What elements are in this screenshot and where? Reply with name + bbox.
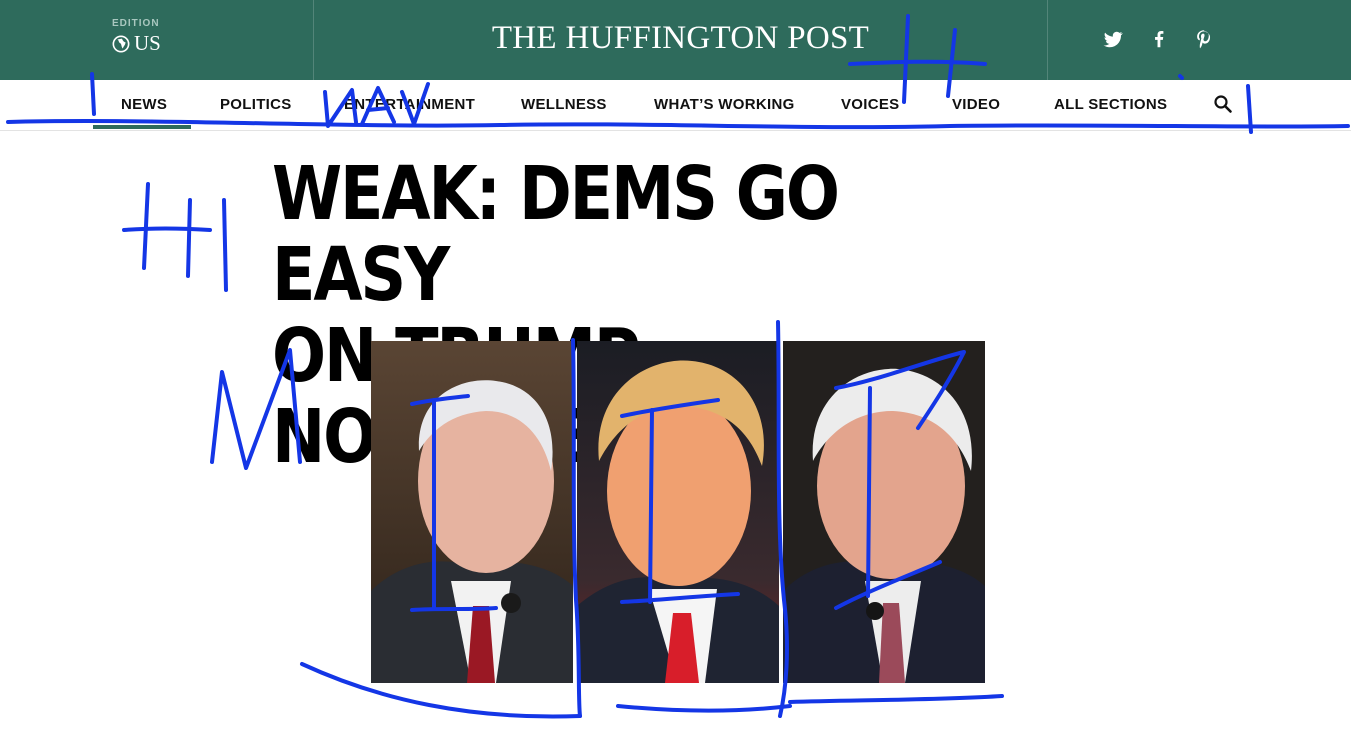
nav-item-news[interactable]: NEWS: [121, 96, 168, 113]
nav-item-video[interactable]: VIDEO: [952, 96, 1001, 113]
nav-item-all-sections[interactable]: ALL SECTIONS: [1054, 96, 1168, 113]
search-icon[interactable]: [1213, 94, 1233, 114]
nav-item-voices[interactable]: VOICES: [841, 96, 900, 113]
nav-item-entertainment[interactable]: ENTERTAINMENT: [344, 96, 476, 113]
portrait-image: [371, 341, 573, 683]
edition-label: EDITION: [112, 18, 160, 29]
nominee-photo-left[interactable]: [371, 341, 573, 683]
site-logo[interactable]: THE HUFFINGTON POST: [491, 20, 870, 56]
headline-line-1: WEAK: DEMS GO EASY: [272, 151, 840, 318]
edition-value: US: [134, 31, 161, 55]
twitter-button[interactable]: [1102, 28, 1124, 50]
section-nav: NEWS POLITICS ENTERTAINMENT WELLNESS WHA…: [0, 80, 1351, 131]
portrait-image: [577, 341, 779, 683]
pinterest-button[interactable]: [1193, 28, 1215, 50]
nominee-photo-right[interactable]: [783, 341, 985, 683]
active-nav-indicator: [93, 125, 191, 129]
twitter-icon: [1103, 31, 1123, 48]
nominee-photo-center[interactable]: [577, 341, 779, 683]
facebook-icon: [1155, 31, 1164, 48]
facebook-button[interactable]: [1148, 28, 1170, 50]
masthead: EDITION US THE HUFFINGTON POST: [0, 0, 1351, 80]
nav-item-wellness[interactable]: WELLNESS: [521, 96, 607, 113]
masthead-divider-left: [313, 0, 314, 80]
edition-selector: EDITION US: [112, 18, 161, 56]
nav-item-politics[interactable]: POLITICS: [220, 96, 292, 113]
pinterest-icon: [1197, 30, 1211, 49]
globe-icon: [112, 35, 130, 52]
portrait-image: [783, 341, 985, 683]
edition-button[interactable]: US: [112, 31, 161, 56]
nav-item-whats-working[interactable]: WHAT’S WORKING: [654, 96, 795, 113]
masthead-divider-right: [1047, 0, 1048, 80]
